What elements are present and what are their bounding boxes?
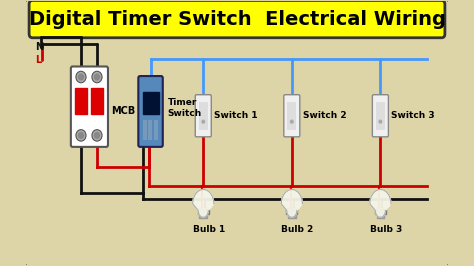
Bar: [287, 102, 296, 130]
Circle shape: [78, 74, 83, 80]
Circle shape: [202, 120, 204, 123]
FancyBboxPatch shape: [24, 0, 450, 266]
Bar: [143, 92, 159, 114]
Circle shape: [291, 120, 293, 123]
Bar: [286, 208, 297, 214]
Polygon shape: [193, 189, 214, 217]
Text: Timer
Switch: Timer Switch: [167, 98, 201, 118]
Polygon shape: [370, 189, 391, 217]
FancyBboxPatch shape: [29, 1, 445, 38]
Circle shape: [76, 130, 86, 141]
Text: Switch 2: Switch 2: [302, 111, 346, 120]
Circle shape: [78, 132, 83, 138]
Circle shape: [92, 71, 102, 83]
Circle shape: [92, 130, 102, 141]
Bar: [198, 208, 209, 214]
FancyBboxPatch shape: [373, 95, 388, 137]
Bar: [91, 88, 103, 114]
Text: Switch 3: Switch 3: [391, 111, 435, 120]
Text: L: L: [36, 55, 42, 65]
Circle shape: [379, 120, 382, 123]
Text: Bulb 1: Bulb 1: [193, 225, 225, 234]
Bar: [375, 208, 386, 214]
Bar: [376, 102, 385, 130]
Circle shape: [94, 74, 100, 80]
Polygon shape: [281, 189, 302, 217]
Text: Digital Timer Switch  Electrical Wiring: Digital Timer Switch Electrical Wiring: [28, 10, 446, 29]
Bar: [376, 213, 384, 218]
Bar: [199, 102, 208, 130]
FancyBboxPatch shape: [71, 66, 108, 147]
Circle shape: [94, 132, 100, 138]
FancyBboxPatch shape: [284, 95, 300, 137]
Circle shape: [76, 71, 86, 83]
Bar: [75, 88, 87, 114]
Bar: [200, 213, 207, 218]
FancyBboxPatch shape: [138, 76, 163, 147]
Text: Bulb 2: Bulb 2: [281, 225, 313, 234]
Bar: [148, 120, 152, 140]
Bar: [154, 120, 158, 140]
Text: N: N: [36, 42, 44, 52]
Text: Switch 1: Switch 1: [214, 111, 258, 120]
Text: MCB: MCB: [111, 106, 136, 115]
Bar: [288, 213, 296, 218]
FancyBboxPatch shape: [195, 95, 211, 137]
Bar: [143, 120, 147, 140]
Text: Bulb 3: Bulb 3: [370, 225, 402, 234]
